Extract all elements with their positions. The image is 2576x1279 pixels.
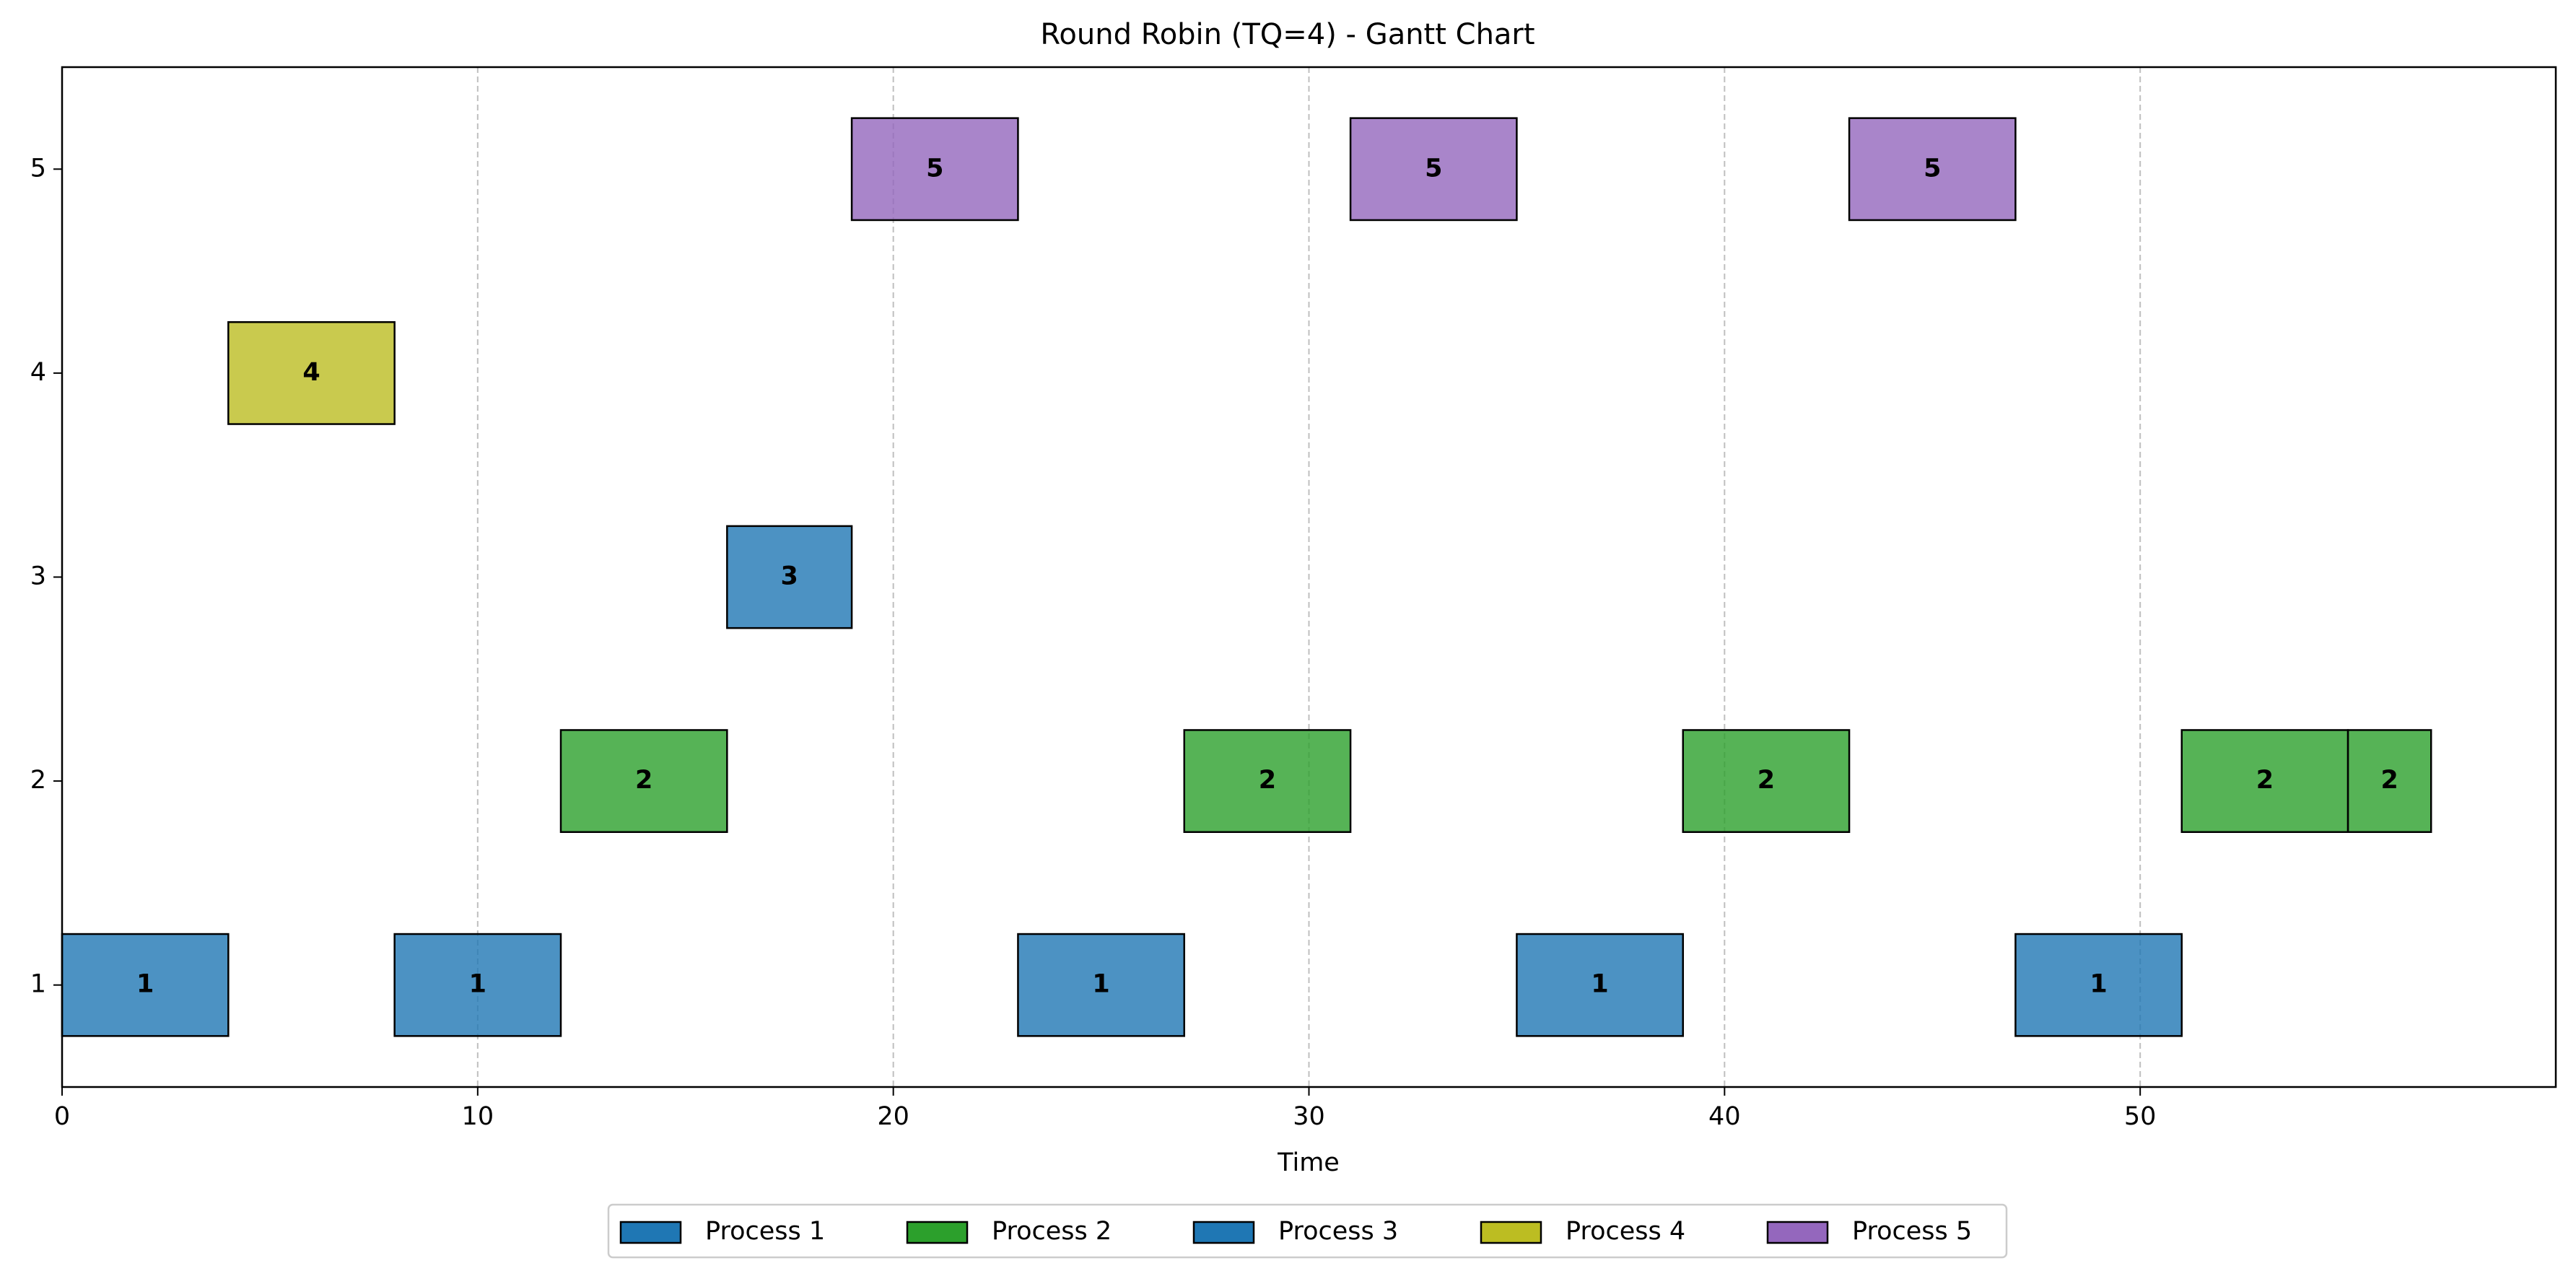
- gantt-bar-p2: [1682, 729, 1851, 834]
- x-axis-label: Time: [1277, 1148, 1340, 1177]
- gantt-bar-p4: [227, 321, 396, 425]
- gantt-bar-p1: [2014, 933, 2183, 1037]
- gantt-bar-label: 2: [1758, 766, 1775, 795]
- bars: 1 4 1 2 3 5 1 2 5 1 2 5 1 2 2: [61, 117, 2432, 1037]
- legend-label: Process 4: [1566, 1217, 1685, 1246]
- x-tick-label: 10: [462, 1102, 494, 1131]
- gantt-bar-label: 5: [926, 154, 943, 183]
- gantt-bar-label: 1: [1092, 970, 1109, 999]
- gantt-bar-p5: [1349, 117, 1518, 222]
- gantt-bar-p3: [726, 525, 853, 629]
- y-tick-label: 1: [30, 970, 46, 999]
- axis-ticks: 0 10 20 30 40 50 1 2 3 4 5: [30, 154, 2157, 1131]
- gantt-bar-p2: [559, 729, 728, 834]
- gantt-bar-p1: [393, 933, 562, 1037]
- x-tick-label: 0: [54, 1102, 70, 1131]
- y-tick-label: 4: [30, 358, 46, 387]
- gantt-bar-label: 5: [1425, 154, 1442, 183]
- gantt-bar-p1: [61, 933, 230, 1037]
- legend-swatch: [619, 1221, 682, 1244]
- legend-swatch: [1766, 1221, 1829, 1244]
- gantt-bar-p2: [2346, 729, 2432, 834]
- gantt-bar-label: 3: [781, 562, 798, 591]
- gantt-bar-label: 1: [2090, 970, 2107, 999]
- legend-label: Process 5: [1852, 1217, 1972, 1246]
- legend-frame: [607, 1203, 2008, 1259]
- legend-label: Process 2: [992, 1217, 1112, 1246]
- legend-swatch: [1480, 1221, 1542, 1244]
- x-tick-label: 40: [1708, 1102, 1741, 1131]
- gantt-bar-label: 4: [302, 358, 320, 387]
- gantt-bar-p5: [1848, 117, 2017, 222]
- gantt-bar-label: 2: [2256, 766, 2274, 795]
- x-tick-label: 50: [2124, 1102, 2157, 1131]
- gantt-bar-label: 1: [136, 970, 154, 999]
- x-tick-label: 20: [877, 1102, 909, 1131]
- gantt-bar-label: 1: [469, 970, 486, 999]
- grid-lines: [476, 67, 2141, 1087]
- gantt-bar-label: 5: [1924, 154, 1941, 183]
- x-tick-label: 30: [1293, 1102, 1325, 1131]
- legend: Process 1 Process 2 Process 3 Process 4 Proc…: [607, 1203, 2008, 1259]
- gantt-bar-label: 2: [2380, 766, 2398, 795]
- legend-label: Process 1: [705, 1217, 825, 1246]
- gantt-bar-label: 2: [635, 766, 652, 795]
- gantt-bar-p1: [1516, 933, 1685, 1037]
- y-tick-label: 2: [30, 766, 46, 795]
- legend-label: Process 3: [1278, 1217, 1398, 1246]
- gantt-bar-label: 2: [1259, 766, 1276, 795]
- chart-title: Round Robin (TQ=4) - Gantt Chart: [1040, 18, 1534, 51]
- legend-swatch: [906, 1221, 969, 1244]
- gantt-bar-p2: [1183, 729, 1352, 834]
- gantt-bar-p5: [850, 117, 1019, 222]
- y-tick-label: 5: [30, 154, 46, 183]
- gantt-bar-p1: [1017, 933, 1185, 1037]
- legend-swatch: [1192, 1221, 1255, 1244]
- y-tick-label: 3: [30, 562, 46, 591]
- gantt-bar-label: 1: [1591, 970, 1608, 999]
